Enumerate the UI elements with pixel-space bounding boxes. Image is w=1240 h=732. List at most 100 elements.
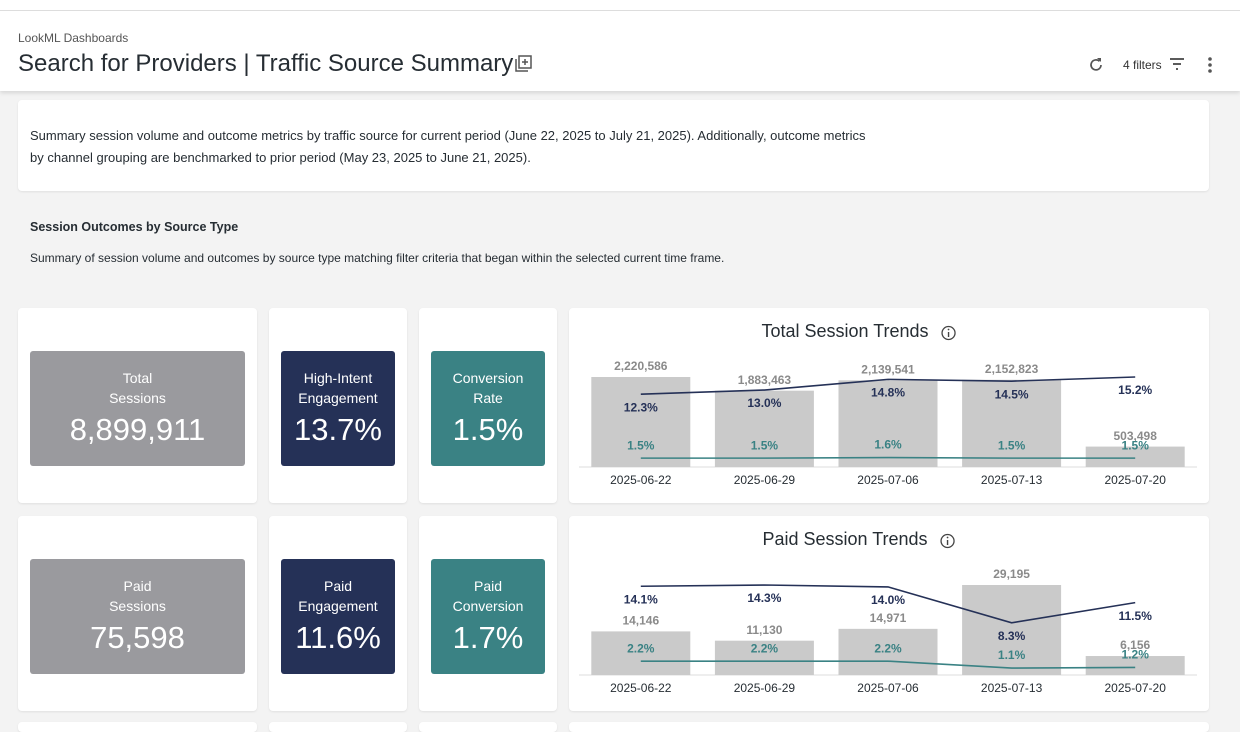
info-dot [946, 536, 949, 539]
card [419, 722, 557, 732]
kpi-value: 8,899,911 [69, 411, 206, 447]
kpi-value: 11.6% [295, 619, 381, 655]
section-description: Summary of session volume and outcomes b… [30, 251, 725, 265]
line-label: 14.5% [995, 387, 1029, 401]
line-label: 14.8% [871, 386, 905, 400]
bar [591, 631, 691, 675]
bar [962, 379, 1062, 467]
chart-card: Paid Session Trends 2025-06-22 2025-06-29 2… [569, 516, 1209, 711]
dashboard-title: Search for Providers | Traffic Source Su… [18, 50, 514, 77]
kpi-card: Conversion Rate 1.5% [419, 308, 557, 503]
x-tick-label: 2025-06-22 [610, 681, 672, 695]
bar-label: 6,156 [1120, 638, 1150, 652]
card [269, 722, 407, 732]
chart-card: Total Session Trends 2025-06-22 2025-06-29… [569, 308, 1209, 503]
line [640, 660, 1136, 669]
card [18, 722, 257, 732]
header: LookML Dashboards Search for Providers |… [0, 0, 1240, 91]
line-label: 12.3% [624, 400, 658, 414]
menu-icon[interactable] [1204, 56, 1216, 74]
kpi-label: Paid Engagement [298, 577, 378, 614]
kpi-value: 1.5% [452, 411, 524, 447]
line-label: 8.3% [998, 629, 1026, 643]
chart-title: Paid Session Trends [762, 529, 927, 549]
x-tick-label: 2025-07-13 [981, 681, 1043, 695]
line-label: 1.5% [627, 438, 655, 452]
copy-icon[interactable] [515, 55, 533, 73]
bar-label: 11,130 [746, 623, 782, 637]
bar [714, 390, 814, 467]
line [640, 376, 1136, 395]
line [640, 456, 1136, 459]
line-label: 1.5% [998, 438, 1026, 452]
line-label: 2.2% [751, 641, 779, 655]
card [569, 722, 1209, 732]
x-tick-label: 2025-07-13 [981, 473, 1043, 487]
line-label: 14.1% [624, 592, 658, 606]
kpi-label: Total Sessions [109, 369, 166, 406]
info-circle [941, 325, 956, 341]
filters-button[interactable]: 4 filters [1123, 58, 1162, 72]
chart: Paid Session Trends 2025-06-22 2025-06-29 2… [579, 529, 1197, 695]
bar [838, 380, 938, 467]
bar-label: 503,498 [1114, 429, 1158, 443]
kpi-label: Paid Sessions [109, 577, 166, 614]
x-tick-label: 2025-07-20 [1105, 681, 1167, 695]
bar [1085, 446, 1185, 467]
bar-label: 2,220,586 [614, 359, 668, 373]
x-tick-label: 2025-06-22 [610, 473, 672, 487]
line-label: 1.5% [1122, 438, 1150, 452]
intro-text: Summary session volume and outcome metri… [30, 125, 866, 169]
divider [0, 10, 1240, 11]
kpi-tile: High-Intent Engagement 13.7% [281, 351, 395, 466]
kpi-tile: Conversion Rate 1.5% [431, 351, 545, 466]
line-label: 2.2% [627, 641, 655, 655]
line-label: 14.0% [871, 593, 905, 607]
line-label: 1.1% [998, 648, 1026, 662]
refresh-icon[interactable] [1087, 56, 1105, 74]
kpi-label: Conversion Rate [452, 369, 524, 406]
line-label: 1.5% [751, 438, 779, 452]
bar-label: 14,971 [870, 611, 907, 625]
x-tick-label: 2025-06-29 [734, 681, 796, 695]
kpi-tile: Total Sessions 8,899,911 [30, 351, 245, 466]
x-tick-label: 2025-06-29 [734, 473, 796, 487]
chart: Total Session Trends 2025-06-22 2025-06-29… [579, 321, 1197, 487]
intro-line: by channel grouping are benchmarked to p… [30, 150, 531, 165]
line-label: 1.6% [874, 438, 902, 452]
kpi-card: Paid Engagement 11.6% [269, 516, 407, 711]
filter-icon[interactable] [1169, 57, 1185, 71]
bar-label: 14,146 [622, 614, 659, 628]
kpi-card: Total Sessions 8,899,911 [18, 308, 257, 503]
bar-label: 29,195 [993, 567, 1030, 581]
breadcrumb[interactable]: LookML Dashboards [18, 31, 129, 45]
kpi-card: High-Intent Engagement 13.7% [269, 308, 407, 503]
kpi-card: Paid Sessions 75,598 [18, 516, 257, 711]
line-label: 14.3% [747, 591, 781, 605]
intro-line: Summary session volume and outcome metri… [30, 128, 866, 143]
intro-card: Summary session volume and outcome metri… [18, 100, 1209, 191]
kpi-label: High-Intent Engagement [298, 369, 378, 406]
section-title: Session Outcomes by Source Type [30, 220, 239, 234]
kpi-tile: Paid Conversion 1.7% [431, 559, 545, 674]
bar [1085, 656, 1185, 675]
line-label: 13.0% [747, 396, 781, 410]
x-tick-label: 2025-07-06 [857, 681, 919, 695]
bar [591, 377, 691, 467]
info-icon[interactable] [940, 533, 955, 549]
bar [962, 585, 1062, 675]
x-tick-label: 2025-07-20 [1105, 473, 1167, 487]
info-dot [947, 328, 950, 331]
info-icon[interactable] [941, 325, 956, 341]
bar [838, 628, 938, 675]
kpi-value: 75,598 [90, 619, 185, 655]
bar-label: 2,152,823 [985, 362, 1039, 376]
bar-label: 2,139,541 [861, 362, 915, 376]
kpi-tile: Paid Engagement 11.6% [281, 559, 395, 674]
line-label: 1.2% [1122, 648, 1150, 662]
line-label: 2.2% [874, 641, 902, 655]
kpi-tile: Paid Sessions 75,598 [30, 559, 245, 674]
kpi-value: 13.7% [294, 411, 382, 447]
kpi-value: 1.7% [452, 619, 524, 655]
info-circle [940, 533, 955, 549]
